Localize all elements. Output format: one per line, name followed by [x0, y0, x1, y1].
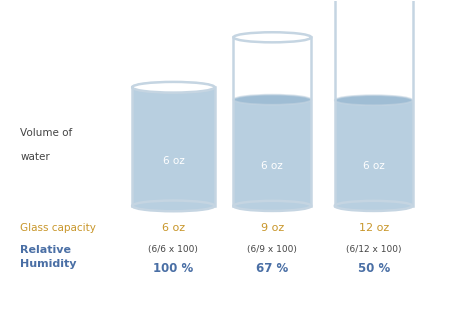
Text: 6 oz: 6 oz: [363, 161, 384, 171]
Polygon shape: [335, 100, 412, 206]
Ellipse shape: [234, 201, 311, 211]
Text: 100 %: 100 %: [153, 262, 193, 275]
Ellipse shape: [132, 82, 215, 93]
Text: 6 oz: 6 oz: [162, 223, 185, 233]
Text: (6/9 x 100): (6/9 x 100): [247, 245, 297, 254]
Text: 6 oz: 6 oz: [262, 161, 283, 170]
Text: Volume of: Volume of: [20, 128, 73, 138]
Text: 50 %: 50 %: [357, 262, 390, 275]
Polygon shape: [234, 100, 311, 206]
Text: (6/12 x 100): (6/12 x 100): [346, 245, 401, 254]
Text: Glass capacity: Glass capacity: [20, 223, 96, 233]
Text: 12 oz: 12 oz: [358, 223, 389, 233]
Ellipse shape: [132, 201, 215, 211]
Ellipse shape: [335, 201, 412, 211]
Text: (6/6 x 100): (6/6 x 100): [148, 245, 198, 254]
Text: 9 oz: 9 oz: [261, 223, 284, 233]
Ellipse shape: [335, 95, 412, 105]
Ellipse shape: [132, 82, 215, 93]
Ellipse shape: [234, 94, 311, 105]
Text: 6 oz: 6 oz: [163, 156, 184, 166]
Text: 67 %: 67 %: [256, 262, 289, 275]
Ellipse shape: [234, 32, 311, 42]
Text: Relative: Relative: [20, 245, 71, 255]
Text: water: water: [20, 152, 50, 163]
Text: Humidity: Humidity: [20, 259, 77, 269]
Polygon shape: [132, 87, 215, 206]
